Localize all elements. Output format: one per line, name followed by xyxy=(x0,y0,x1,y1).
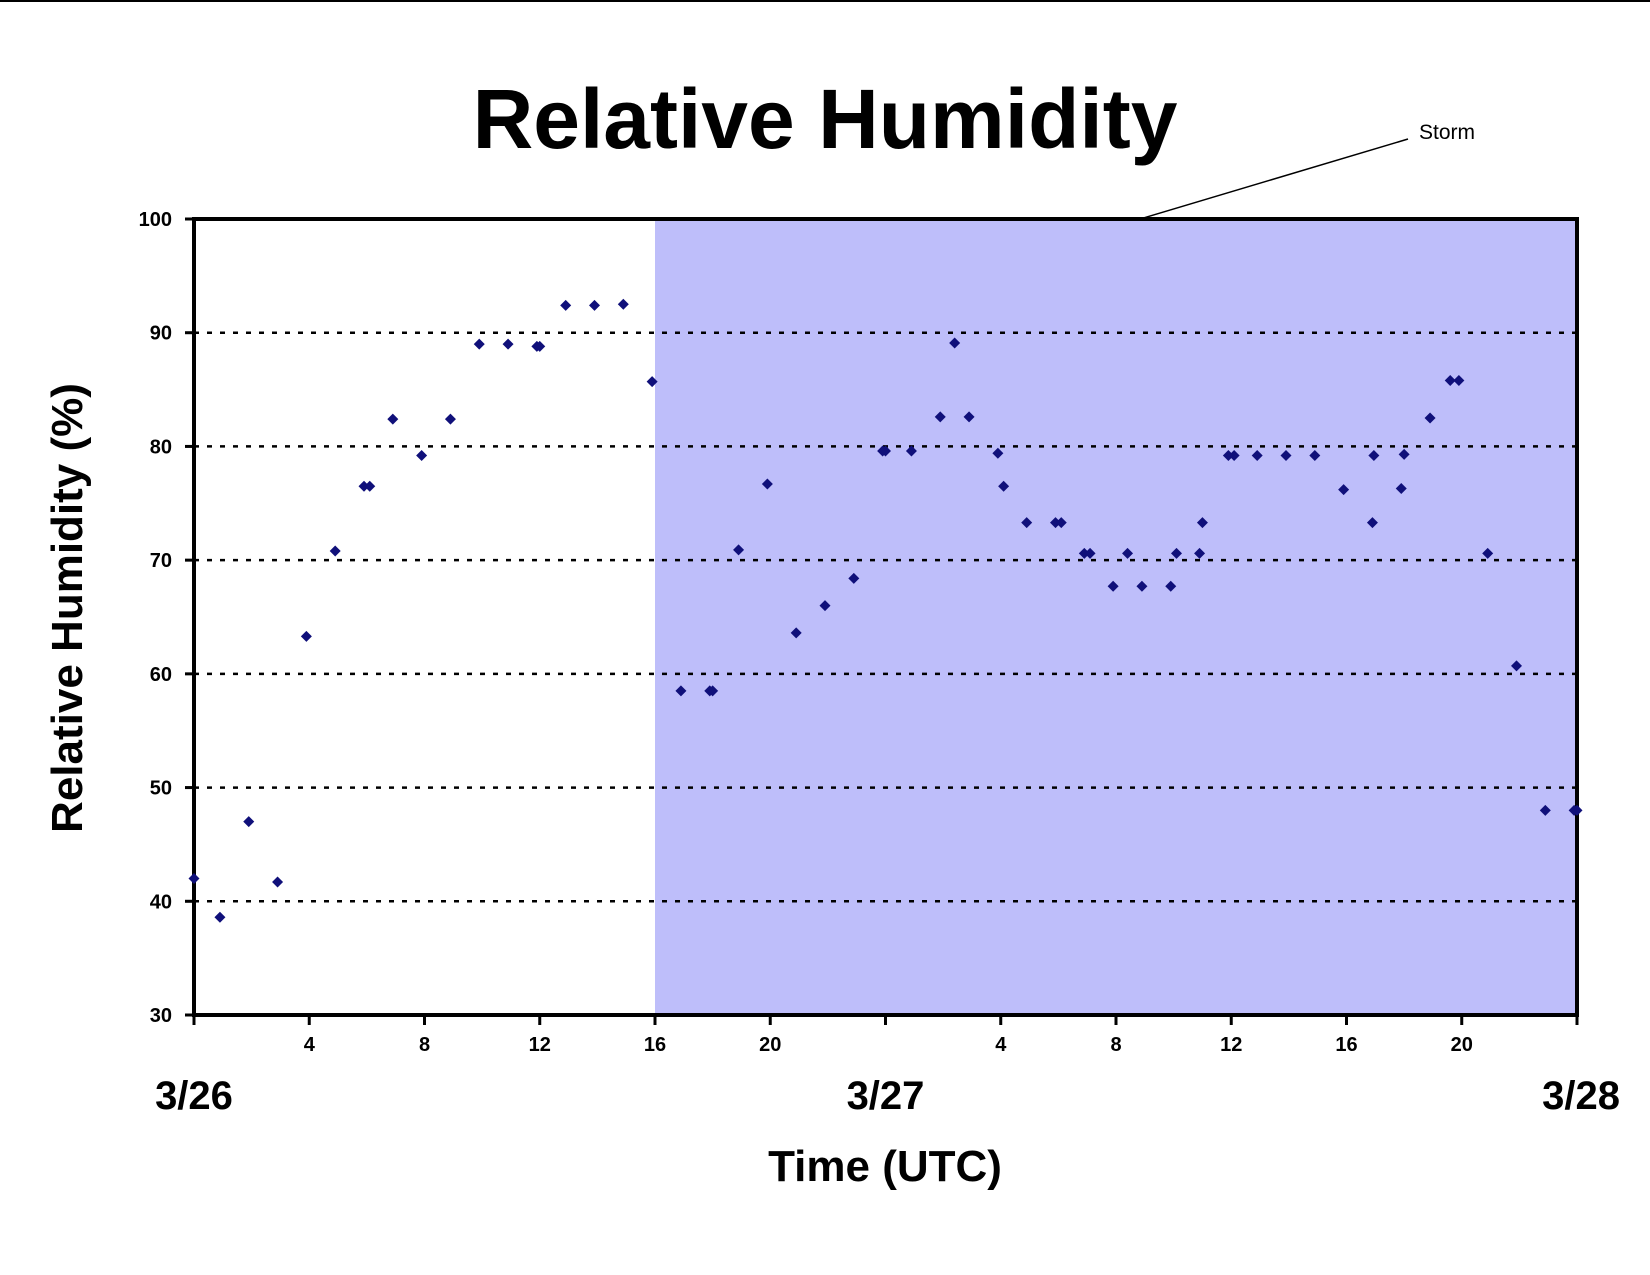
date-label: 3/28 xyxy=(1542,1074,1620,1118)
chart-title: Relative Humidity xyxy=(473,72,1178,166)
storm-annotation-line xyxy=(1139,138,1409,220)
data-point xyxy=(1084,547,1096,559)
data-point xyxy=(934,411,946,423)
data-point xyxy=(358,480,370,492)
y-tick-label: 50 xyxy=(150,778,172,800)
data-point xyxy=(416,450,428,462)
data-point xyxy=(761,478,773,490)
x-tick-label: 8 xyxy=(1110,1034,1121,1056)
y-tick-label: 100 xyxy=(139,209,172,231)
data-point xyxy=(707,685,719,697)
data-point xyxy=(1309,450,1321,462)
data-point xyxy=(1510,660,1522,672)
y-axis-title: Relative Humidity (%) xyxy=(43,383,92,833)
data-point xyxy=(1444,374,1456,386)
data-point xyxy=(1539,804,1551,816)
data-point xyxy=(1395,483,1407,495)
x-tick-label: 4 xyxy=(995,1034,1007,1056)
x-tick-label: 16 xyxy=(1335,1034,1357,1056)
data-point xyxy=(387,413,399,425)
data-point xyxy=(880,445,891,457)
data-point xyxy=(588,299,600,311)
data-point xyxy=(534,340,546,352)
data-point xyxy=(675,685,687,697)
y-tick-label: 90 xyxy=(150,323,172,345)
data-point xyxy=(1196,517,1208,529)
data-point xyxy=(502,338,514,350)
data-point xyxy=(272,876,284,888)
y-tick-label: 60 xyxy=(150,664,172,686)
data-points xyxy=(188,298,1583,923)
data-point xyxy=(963,411,975,423)
data-point xyxy=(214,911,226,923)
y-tick-label: 30 xyxy=(150,1005,172,1027)
data-point xyxy=(444,413,456,425)
x-tick-label: 12 xyxy=(529,1034,551,1056)
y-axis-ticks: 30 40 50 60 70 80 90 100 xyxy=(139,209,194,1027)
x-axis-title: Time (UTC) xyxy=(768,1142,1002,1191)
data-point xyxy=(243,816,255,828)
data-point xyxy=(1078,547,1090,559)
data-point xyxy=(300,630,312,642)
data-point xyxy=(1453,374,1465,386)
x-tick-label: 12 xyxy=(1220,1034,1242,1056)
data-point xyxy=(1165,580,1177,592)
data-point xyxy=(819,600,831,612)
x-tick-label: 16 xyxy=(644,1034,666,1056)
data-point xyxy=(1280,450,1292,462)
data-point xyxy=(1366,517,1378,529)
date-labels: 3/26 3/27 3/28 xyxy=(155,1074,1620,1118)
data-point xyxy=(617,298,629,310)
y-tick-label: 40 xyxy=(150,891,172,913)
date-label: 3/26 xyxy=(155,1074,233,1118)
data-point xyxy=(473,338,485,350)
top-border xyxy=(0,0,1650,2)
data-point xyxy=(1171,547,1183,559)
data-point xyxy=(733,544,745,556)
x-axis-ticks: 4 8 12 16 20 4 8 12 16 20 xyxy=(192,1015,1579,1056)
data-point xyxy=(1424,412,1436,424)
data-point xyxy=(1021,517,1033,529)
data-point xyxy=(1194,547,1206,559)
x-tick-label: 20 xyxy=(759,1034,781,1056)
data-point xyxy=(1122,547,1134,559)
data-point xyxy=(364,480,376,492)
data-point xyxy=(329,545,341,557)
data-point xyxy=(1482,547,1494,559)
data-point xyxy=(1398,448,1410,460)
date-label: 3/27 xyxy=(847,1074,925,1118)
data-point xyxy=(848,572,860,584)
storm-annotation-label: Storm xyxy=(1419,121,1475,144)
data-point xyxy=(1251,450,1263,462)
data-point xyxy=(188,873,200,885)
data-point xyxy=(1228,450,1240,462)
data-point xyxy=(1338,484,1350,496)
data-point xyxy=(1107,580,1119,592)
data-point xyxy=(1136,580,1148,592)
data-point xyxy=(1368,450,1380,462)
data-point xyxy=(949,337,961,349)
data-point xyxy=(998,480,1010,492)
x-tick-label: 4 xyxy=(304,1034,316,1056)
data-point xyxy=(790,627,802,639)
data-point xyxy=(1055,517,1067,529)
x-tick-label: 20 xyxy=(1451,1034,1473,1056)
data-point xyxy=(992,447,1004,459)
data-point xyxy=(1222,450,1234,462)
storm-shaded-region xyxy=(655,219,1577,1015)
data-point xyxy=(646,376,658,388)
data-point xyxy=(905,445,917,457)
data-point xyxy=(1049,517,1061,529)
x-tick-label: 8 xyxy=(419,1034,430,1056)
data-point xyxy=(1571,804,1583,816)
data-point xyxy=(560,299,572,311)
y-tick-label: 80 xyxy=(150,436,172,458)
y-tick-label: 70 xyxy=(150,550,172,572)
